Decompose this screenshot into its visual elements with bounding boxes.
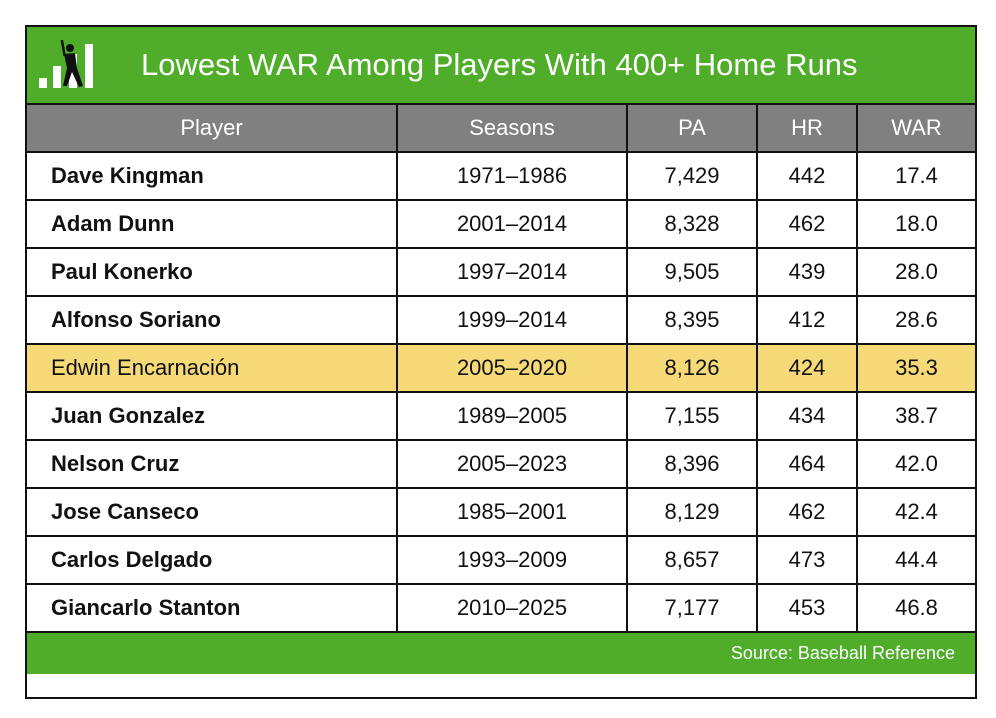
table-graphic: Lowest WAR Among Players With 400+ Home …	[25, 25, 977, 699]
column-header-war: WAR	[856, 105, 975, 153]
cell-player: Carlos Delgado	[27, 535, 398, 585]
cell-seasons: 1989–2005	[396, 391, 628, 441]
title-bar: Lowest WAR Among Players With 400+ Home …	[27, 27, 975, 105]
cell-war: 42.4	[856, 487, 975, 537]
header-row: Player Seasons PA HR WAR	[27, 105, 975, 153]
cell-seasons: 2005–2023	[396, 439, 628, 489]
cell-pa: 8,657	[626, 535, 758, 585]
cell-seasons: 1997–2014	[396, 247, 628, 297]
cell-pa: 8,126	[626, 343, 758, 393]
cell-player: Nelson Cruz	[27, 439, 398, 489]
cell-pa: 8,328	[626, 199, 758, 249]
table-row: Jose Canseco 1985–2001 8,129 462 42.4	[27, 487, 975, 537]
cell-war: 17.4	[856, 151, 975, 201]
cell-seasons: 2001–2014	[396, 199, 628, 249]
cell-player: Paul Konerko	[27, 247, 398, 297]
cell-pa: 9,505	[626, 247, 758, 297]
cell-war: 44.4	[856, 535, 975, 585]
cell-war: 46.8	[856, 583, 975, 633]
cell-war: 18.0	[856, 199, 975, 249]
cell-war: 35.3	[856, 343, 975, 393]
batter-bar-chart-icon	[39, 40, 93, 88]
cell-hr: 462	[756, 487, 858, 537]
column-header-seasons: Seasons	[396, 105, 628, 153]
cell-war: 28.0	[856, 247, 975, 297]
cell-seasons: 2005–2020	[396, 343, 628, 393]
column-header-player: Player	[27, 105, 398, 153]
cell-player: Alfonso Soriano	[27, 295, 398, 345]
cell-war: 42.0	[856, 439, 975, 489]
cell-player: Jose Canseco	[27, 487, 398, 537]
cell-pa: 8,129	[626, 487, 758, 537]
cell-seasons: 1985–2001	[396, 487, 628, 537]
cell-player: Dave Kingman	[27, 151, 398, 201]
column-header-pa: PA	[626, 105, 758, 153]
table-row: Adam Dunn 2001–2014 8,328 462 18.0	[27, 199, 975, 249]
cell-hr: 473	[756, 535, 858, 585]
cell-player: Adam Dunn	[27, 199, 398, 249]
cell-hr: 424	[756, 343, 858, 393]
cell-hr: 439	[756, 247, 858, 297]
cell-player: Edwin Encarnación	[27, 343, 398, 393]
cell-seasons: 2010–2025	[396, 583, 628, 633]
cell-pa: 7,429	[626, 151, 758, 201]
cell-seasons: 1999–2014	[396, 295, 628, 345]
cell-pa: 8,395	[626, 295, 758, 345]
cell-seasons: 1993–2009	[396, 535, 628, 585]
cell-player: Juan Gonzalez	[27, 391, 398, 441]
cell-seasons: 1971–1986	[396, 151, 628, 201]
table-row: Nelson Cruz 2005–2023 8,396 464 42.0	[27, 439, 975, 489]
cell-hr: 412	[756, 295, 858, 345]
table-row: Carlos Delgado 1993–2009 8,657 473 44.4	[27, 535, 975, 585]
cell-hr: 462	[756, 199, 858, 249]
table-row: Giancarlo Stanton 2010–2025 7,177 453 46.8	[27, 583, 975, 633]
cell-hr: 453	[756, 583, 858, 633]
data-table: Player Seasons PA HR WAR Dave Kingman 1971–19…	[27, 105, 975, 633]
table-row: Paul Konerko 1997–2014 9,505 439 28.0	[27, 247, 975, 297]
cell-hr: 464	[756, 439, 858, 489]
cell-pa: 8,396	[626, 439, 758, 489]
chart-title: Lowest WAR Among Players With 400+ Home …	[141, 47, 858, 82]
column-header-hr: HR	[756, 105, 858, 153]
cell-hr: 442	[756, 151, 858, 201]
cell-player: Giancarlo Stanton	[27, 583, 398, 633]
table-row: Edwin Encarnación 2005–2020 8,126 424 35.3	[27, 343, 975, 393]
cell-hr: 434	[756, 391, 858, 441]
cell-war: 28.6	[856, 295, 975, 345]
table-row: Alfonso Soriano 1999–2014 8,395 412 28.6	[27, 295, 975, 345]
table-row: Dave Kingman 1971–1986 7,429 442 17.4	[27, 151, 975, 201]
cell-pa: 7,155	[626, 391, 758, 441]
cell-pa: 7,177	[626, 583, 758, 633]
cell-war: 38.7	[856, 391, 975, 441]
source-footer: Source: Baseball Reference	[27, 633, 975, 674]
table-row: Juan Gonzalez 1989–2005 7,155 434 38.7	[27, 391, 975, 441]
